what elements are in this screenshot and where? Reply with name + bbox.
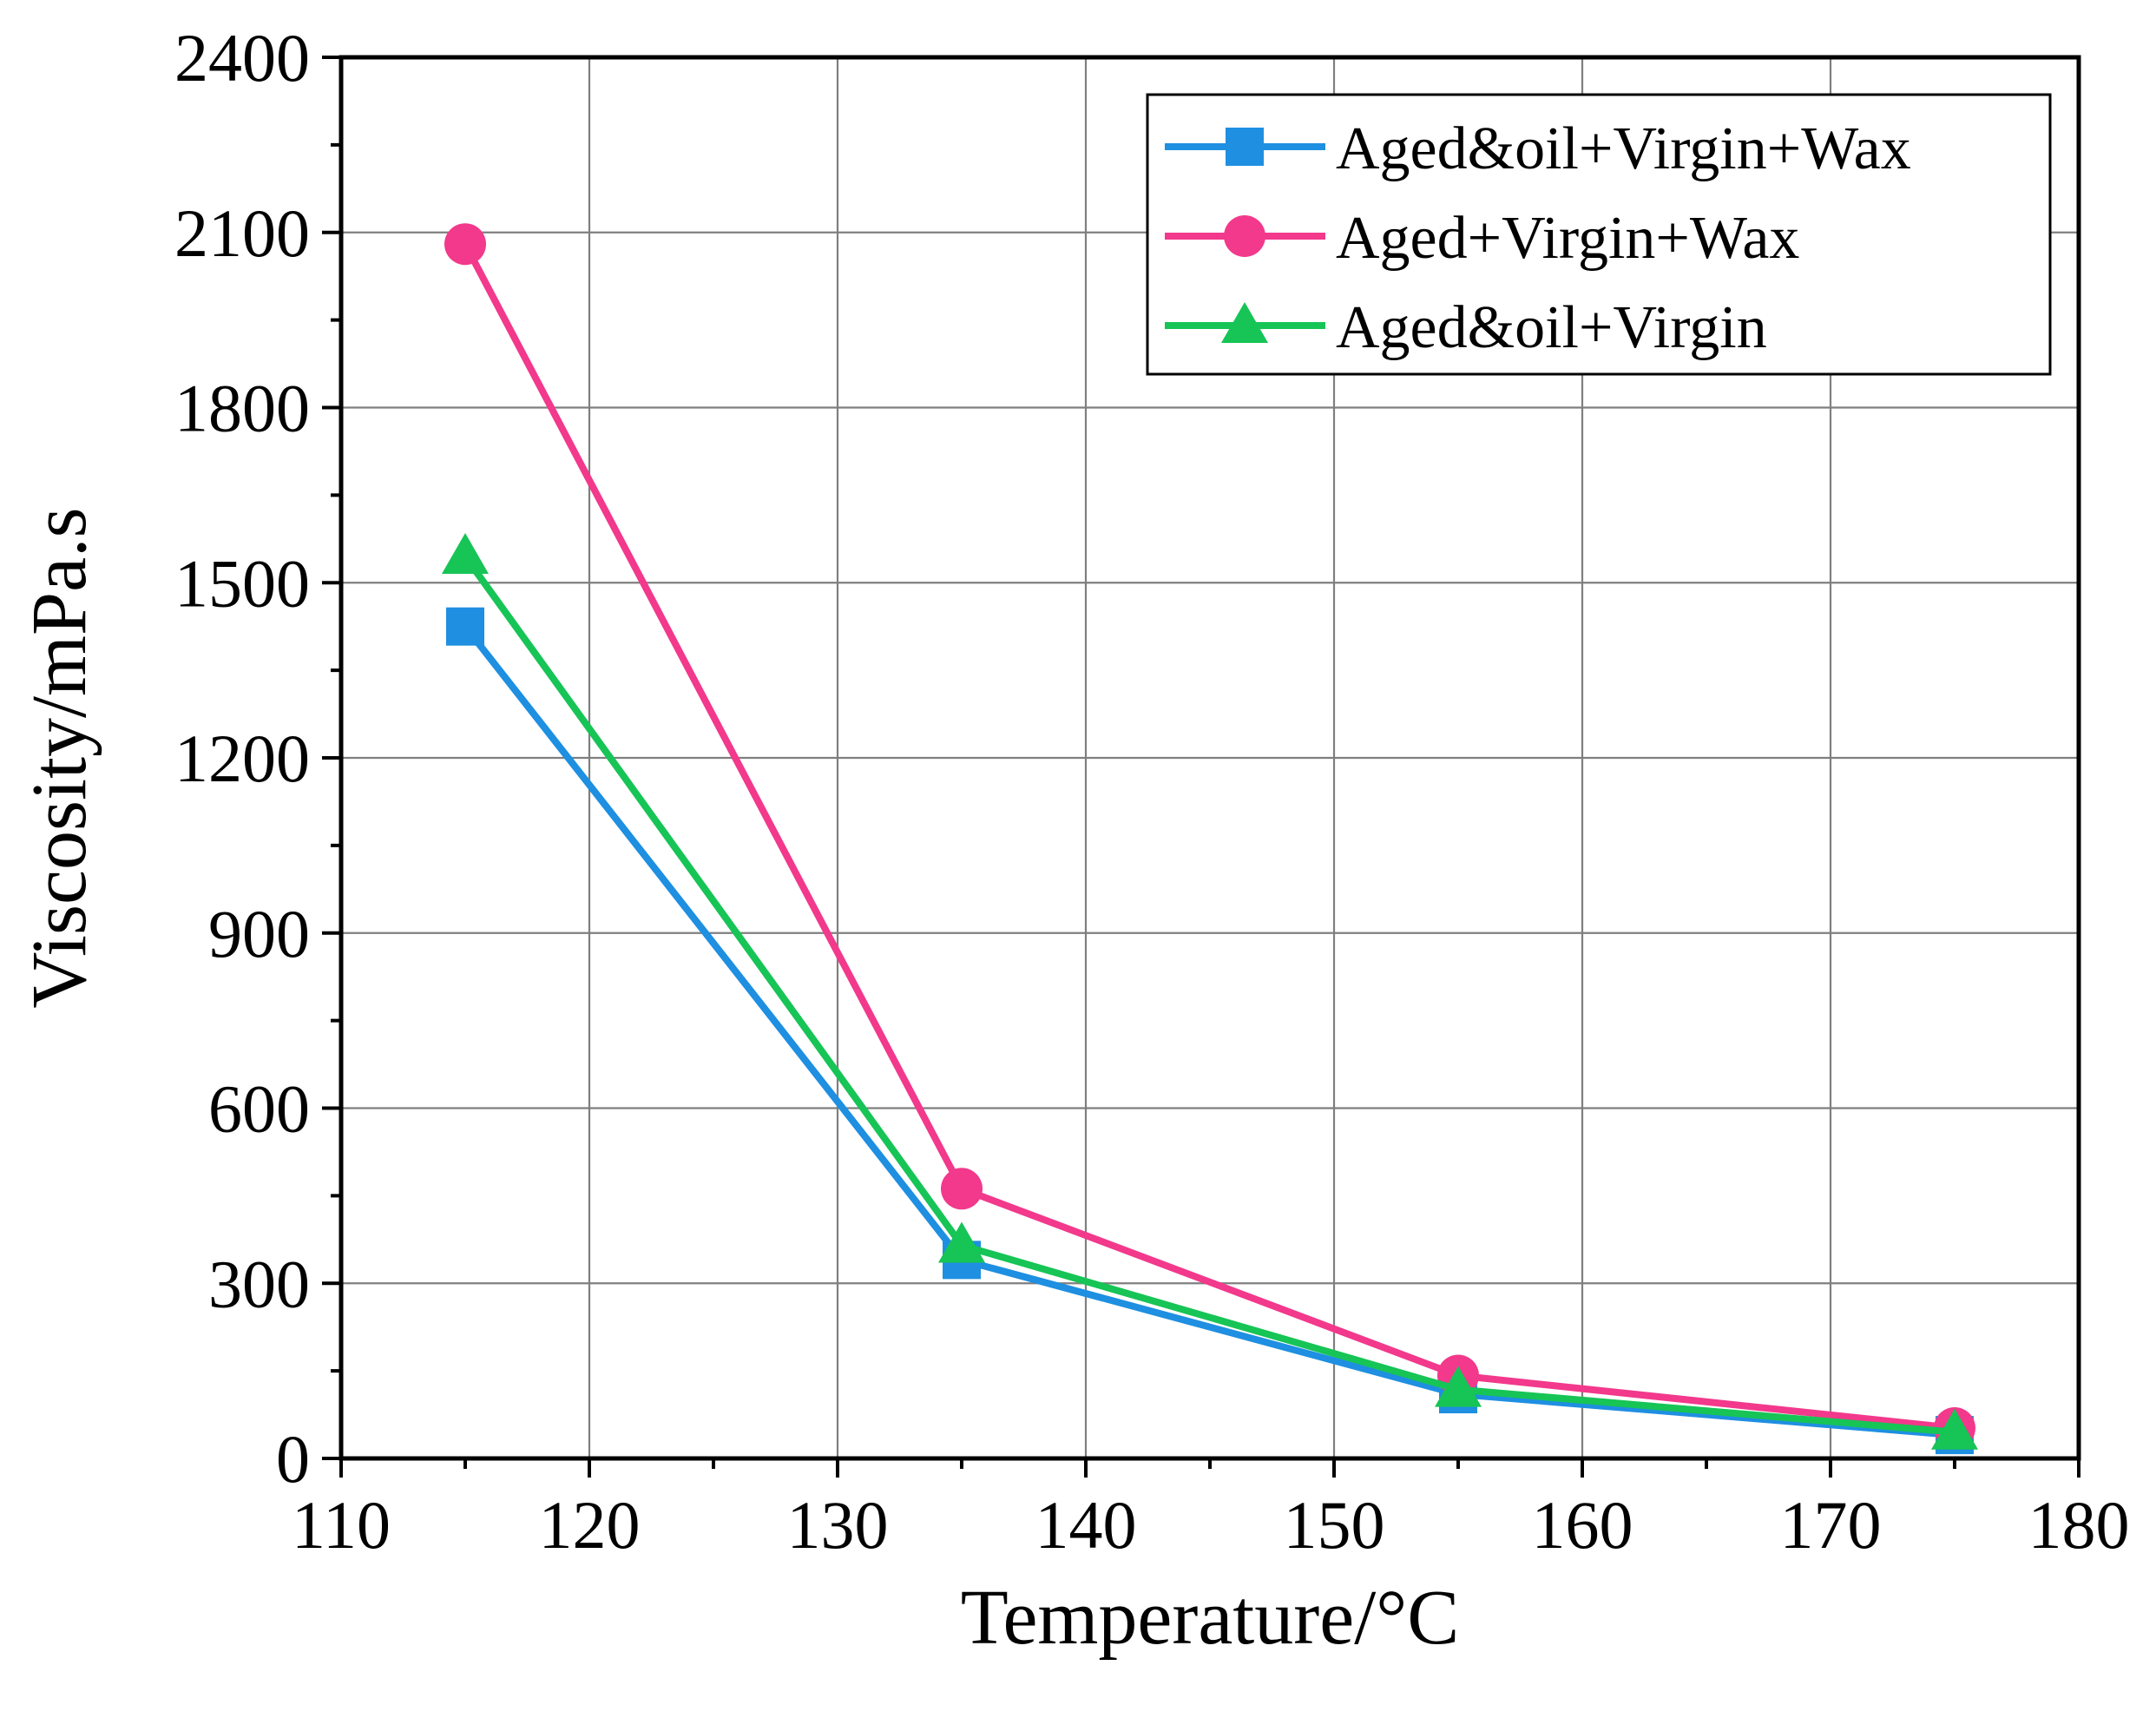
x-tick-label: 170	[1780, 1487, 1882, 1563]
y-tick-label: 300	[208, 1246, 310, 1321]
x-tick-label: 180	[2028, 1487, 2130, 1563]
legend-label: Aged&oil+Virgin+Wax	[1336, 115, 1911, 182]
y-axis-title: Viscosity/mPa.s	[16, 507, 102, 1008]
data-point	[446, 607, 484, 646]
series-line	[462, 624, 1956, 1439]
data-point	[1931, 1408, 1978, 1450]
y-tick-label: 1500	[174, 545, 310, 621]
axis-ticks: 110 120 130 140 150 160 170 1800300600900120015…	[174, 20, 2130, 1563]
y-tick-label: 0	[276, 1421, 310, 1497]
series-line	[462, 554, 1956, 1436]
x-tick-label: 110	[292, 1487, 391, 1563]
legend-marker	[1226, 128, 1264, 166]
x-tick-label: 150	[1284, 1487, 1385, 1563]
legend-label: Aged+Virgin+Wax	[1336, 205, 1799, 272]
x-tick-label: 130	[787, 1487, 889, 1563]
x-tick-label: 160	[1532, 1487, 1633, 1563]
data-series	[442, 223, 1978, 1455]
y-tick-label: 1200	[174, 721, 310, 796]
data-point	[938, 1221, 985, 1263]
data-point	[442, 532, 489, 574]
data-point	[444, 223, 486, 266]
y-tick-label: 600	[208, 1071, 310, 1147]
y-tick-label: 1800	[174, 371, 310, 446]
y-tick-label: 2100	[174, 195, 310, 271]
series-line	[462, 242, 1956, 1432]
data-point	[941, 1168, 983, 1210]
legend-marker	[1221, 302, 1268, 343]
legend: Aged&oil+Virgin+Wax Aged+Virgin+Wax Aged&o…	[1146, 93, 2052, 376]
legend-label: Aged&oil+Virgin	[1336, 294, 1767, 361]
x-tick-label: 140	[1035, 1487, 1137, 1563]
y-tick-label: 2400	[174, 20, 310, 95]
legend-marker	[1224, 215, 1265, 257]
x-tick-label: 120	[539, 1487, 641, 1563]
y-tick-label: 900	[208, 896, 310, 971]
x-axis-title: Temperature/°C	[961, 1575, 1459, 1661]
gridlines	[341, 57, 2079, 1458]
data-point	[1435, 1366, 1482, 1407]
